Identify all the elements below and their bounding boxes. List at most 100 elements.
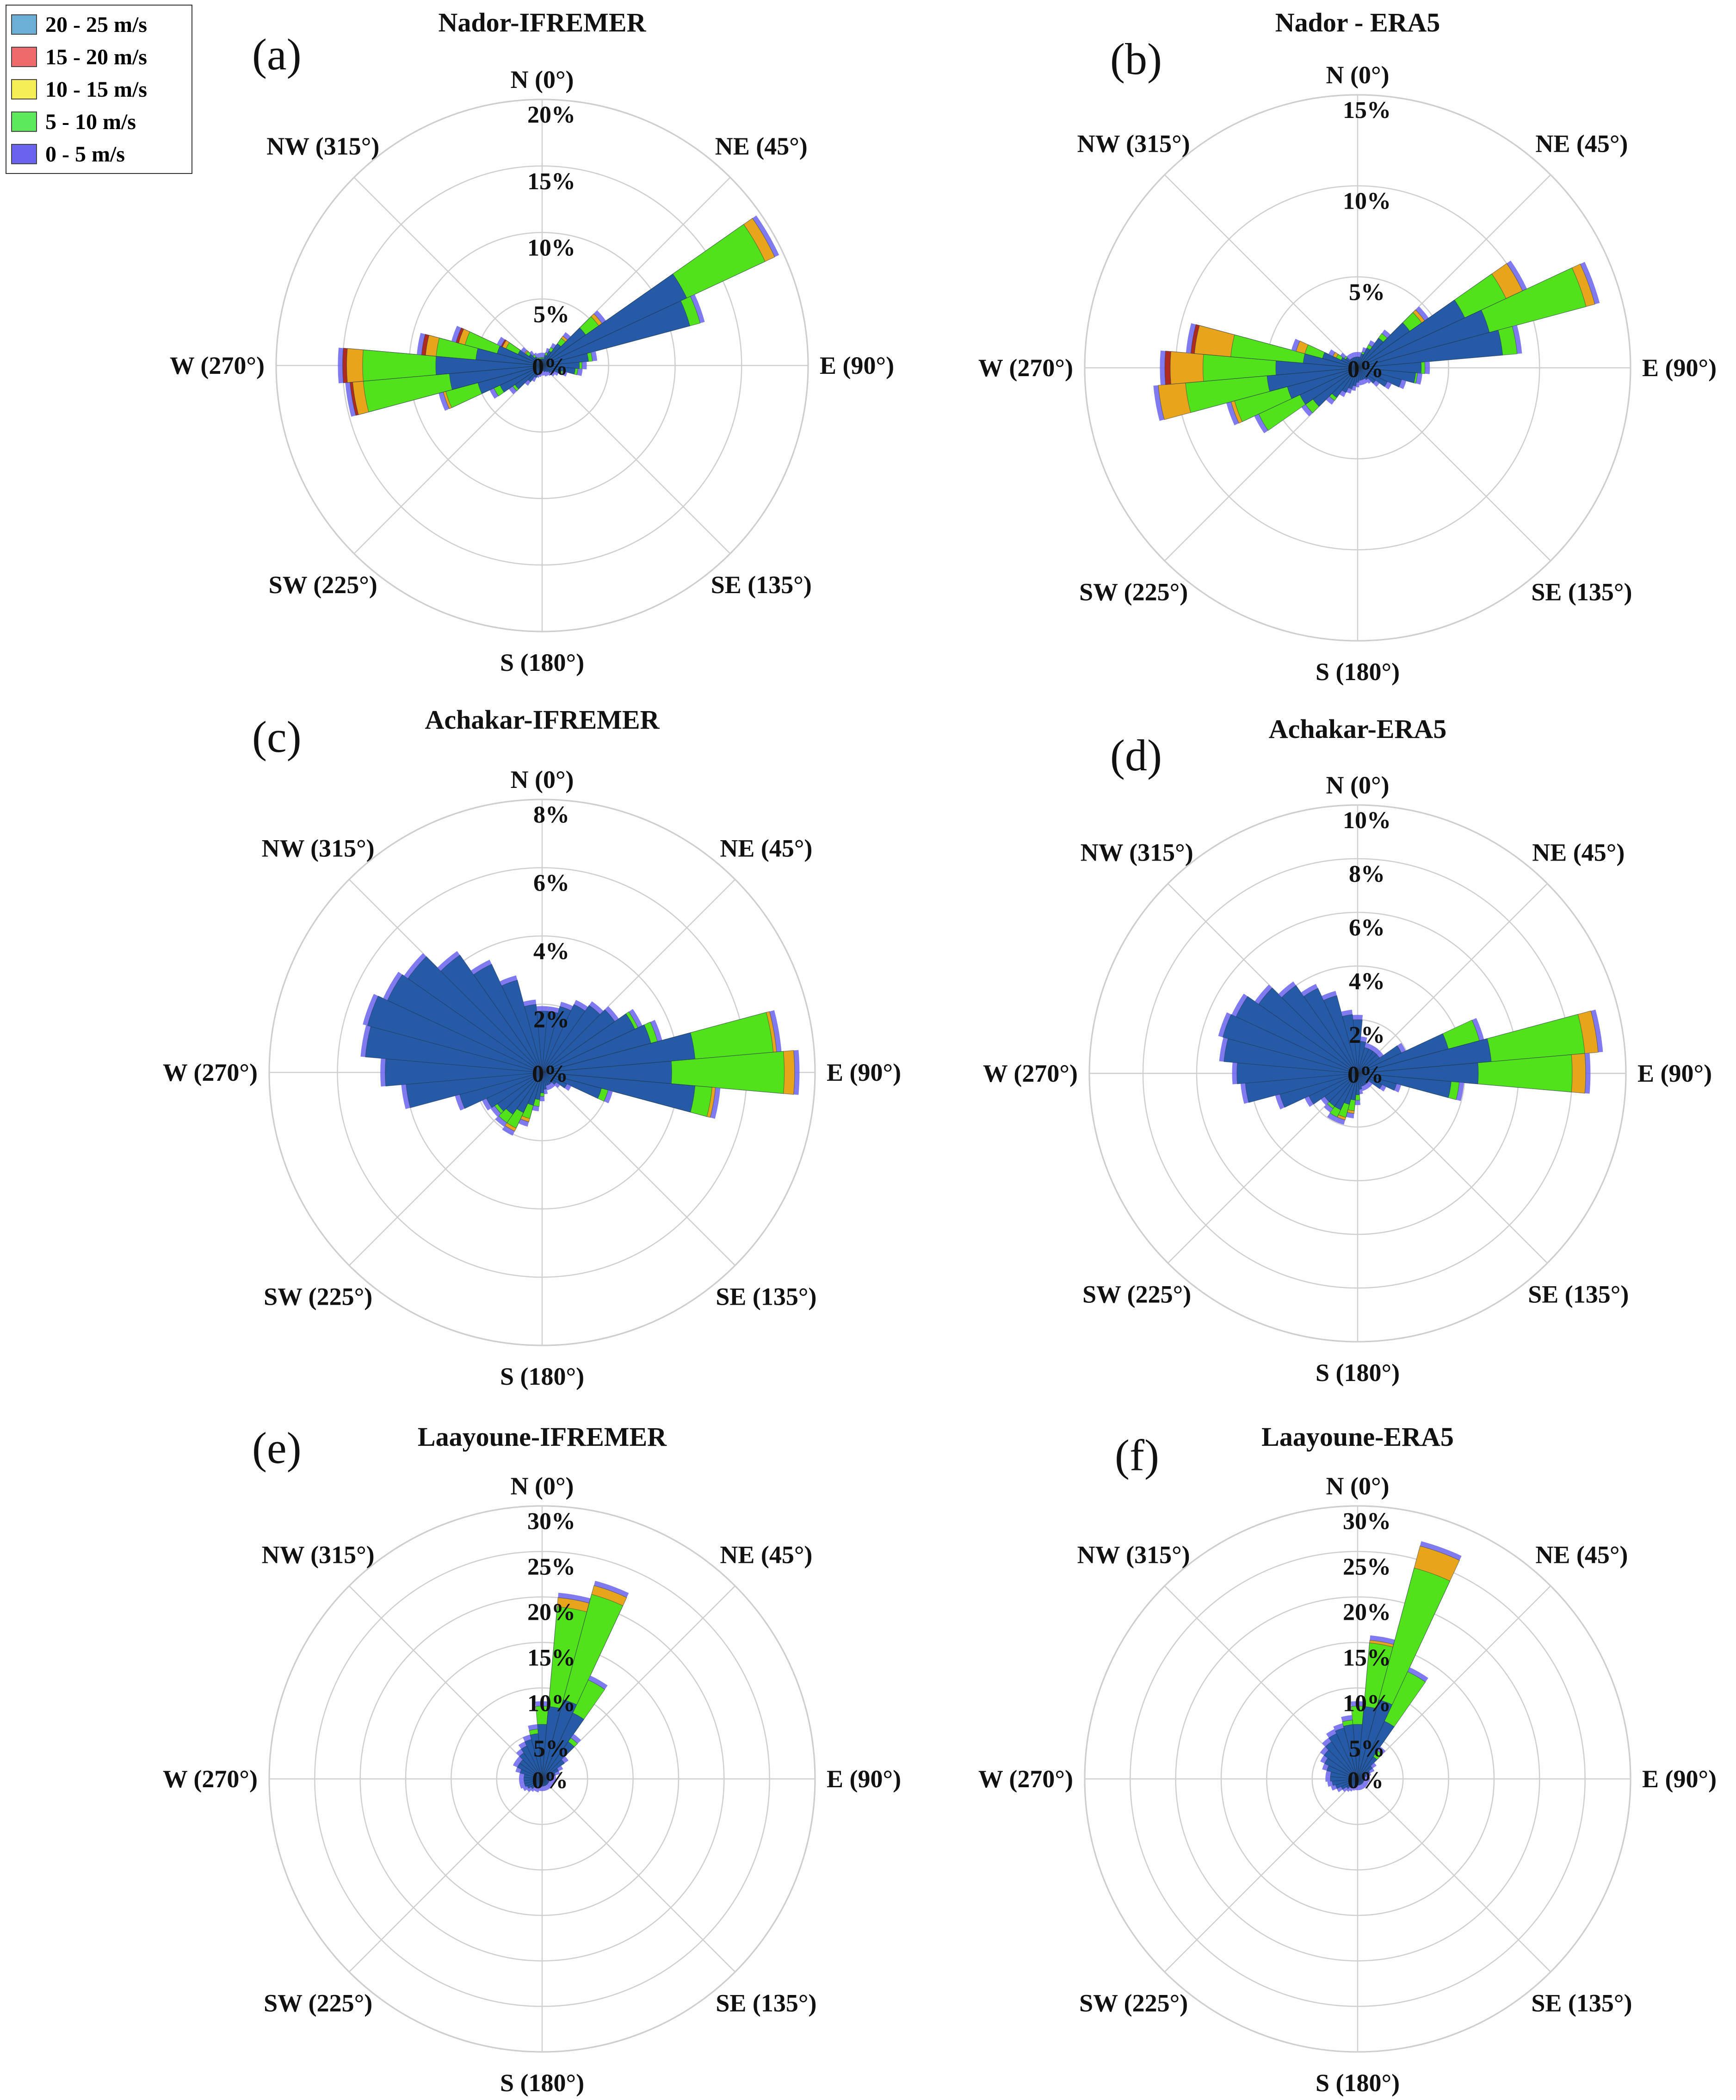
bar-segment	[1342, 1014, 1358, 1074]
direction-label: SE (135°)	[711, 571, 812, 599]
legend-label: 20 - 25 m/s	[45, 12, 147, 37]
grid-spoke	[1357, 1073, 1548, 1264]
direction-label: NW (315°)	[262, 1541, 375, 1569]
direction-label: S (180°)	[500, 1363, 584, 1390]
bar-segment	[540, 359, 543, 366]
legend-swatch	[11, 79, 37, 99]
legend-label: 15 - 20 m/s	[45, 44, 147, 69]
bar-segment	[542, 1759, 565, 1779]
direction-label: NW (315°)	[1077, 130, 1190, 158]
grid-spoke	[542, 1072, 736, 1266]
bar-segment	[1357, 367, 1376, 384]
ring-label: 8%	[1349, 861, 1385, 887]
legend-label: 5 - 10 m/s	[45, 109, 136, 134]
bar-segment	[542, 300, 691, 366]
bar-segment	[501, 979, 543, 1073]
ring-label: 15%	[1343, 97, 1391, 124]
bar-segment	[542, 1712, 585, 1779]
bar-segment	[408, 956, 543, 1073]
bar-segment	[1357, 1073, 1383, 1090]
direction-label: NW (315°)	[1081, 839, 1193, 867]
bar-segment	[1357, 1771, 1371, 1779]
ring-label: 10%	[1343, 807, 1391, 834]
wind-rose-panel-2: 0% 5% 10% 15% N (0°) NE (45°) E (90°) SE (135°)…	[978, 7, 1717, 686]
bar-segment	[1222, 1014, 1358, 1074]
ring-label: 10%	[1343, 188, 1391, 215]
bar-segment	[1357, 1721, 1395, 1779]
direction-label: NE (45°)	[715, 132, 808, 160]
panel-letter: (c)	[252, 712, 302, 762]
ring-label: 5%	[1349, 279, 1385, 305]
bar-segment	[530, 1733, 543, 1779]
legend-swatch	[11, 112, 37, 132]
wind-rose-panel-3: 0% 2% 4% 6% 8% N (0°) NE (45°) E (90°) SE (135°)…	[163, 705, 901, 1390]
panel-title: Achakar-ERA5	[1269, 714, 1447, 744]
direction-label: NW (315°)	[1077, 1541, 1190, 1569]
direction-label: SW (225°)	[264, 1282, 372, 1310]
grid-spoke	[1164, 1778, 1358, 1973]
bar-segment	[497, 345, 543, 366]
bar-segment	[542, 1072, 557, 1085]
ring-label: 4%	[533, 938, 569, 965]
ring-label: 20%	[527, 1599, 575, 1626]
ring-label: 8%	[533, 802, 569, 828]
bar-segment	[1357, 1774, 1367, 1779]
ring-label: 2%	[1349, 1022, 1385, 1048]
direction-label: E (90°)	[827, 1059, 901, 1086]
bar-segment	[534, 356, 543, 366]
ring-label: 25%	[1343, 1554, 1391, 1580]
bar-segment	[1357, 1756, 1378, 1779]
direction-label: NE (45°)	[720, 835, 812, 862]
direction-label: E (90°)	[820, 352, 894, 379]
direction-label: NE (45°)	[1532, 839, 1625, 867]
legend-swatch	[11, 47, 37, 67]
panel-letter: (a)	[252, 30, 302, 79]
ring-label: 6%	[1349, 915, 1385, 941]
direction-label: N (0°)	[510, 1472, 574, 1500]
ring-label-zero: 0%	[532, 1767, 568, 1794]
bar-segment	[473, 964, 543, 1073]
grid-spoke	[353, 177, 543, 366]
legend-item-20-25: 20 - 25 m/s	[11, 8, 187, 41]
direction-label: SW (225°)	[269, 571, 377, 599]
legend-item-5-10: 5 - 10 m/s	[11, 105, 187, 138]
direction-label: N (0°)	[510, 66, 574, 93]
bar-segment	[518, 350, 543, 366]
bar-segment	[1343, 1724, 1358, 1779]
wind-rose-panel-1: 0% 5% 10% 15% 20% N (0°) NE (45°) E (90°) SE (13…	[170, 7, 894, 676]
ring-label: 30%	[527, 1508, 575, 1535]
bar-segment	[1236, 996, 1358, 1074]
ring-label: 5%	[533, 1736, 569, 1762]
panel-title: Laayoune-ERA5	[1261, 1422, 1454, 1452]
panel-letter: (b)	[1110, 34, 1162, 84]
direction-label: N (0°)	[1326, 1472, 1389, 1500]
panel-title: Achakar-IFREMER	[425, 705, 660, 735]
ring-label: 2%	[533, 1007, 569, 1033]
legend-swatch	[11, 144, 37, 164]
bar-segment	[1323, 995, 1358, 1074]
direction-label: N (0°)	[1326, 61, 1389, 89]
wind-rose-panel-5: 0% 5% 10% 15% 20% 25% 30% N (0°) NE (45°) E (90°)…	[163, 1422, 901, 2097]
ring-label-zero: 0%	[532, 354, 568, 380]
direction-label: W (270°)	[978, 1765, 1073, 1793]
bar-segment	[1258, 987, 1358, 1074]
bar-segment	[524, 1004, 543, 1073]
direction-label: E (90°)	[827, 1765, 901, 1793]
direction-label: S (180°)	[1316, 658, 1400, 686]
direction-label: W (270°)	[983, 1059, 1078, 1087]
panel-letter: (d)	[1110, 731, 1162, 780]
ring-label: 4%	[1349, 968, 1385, 995]
legend-item-15-20: 15 - 20 m/s	[11, 41, 187, 73]
bar-segment	[542, 1741, 575, 1779]
direction-label: SE (135°)	[716, 1282, 816, 1310]
bar-segment	[1357, 329, 1503, 368]
ring-label: 20%	[1343, 1599, 1391, 1626]
bar-segment	[542, 1072, 568, 1089]
direction-label: NW (315°)	[266, 132, 379, 160]
direction-label: W (270°)	[163, 1765, 258, 1793]
grid-spoke	[348, 1778, 543, 1973]
direction-label: SW (225°)	[1082, 1280, 1191, 1308]
direction-label: W (270°)	[170, 352, 265, 379]
direction-label: S (180°)	[500, 649, 584, 676]
